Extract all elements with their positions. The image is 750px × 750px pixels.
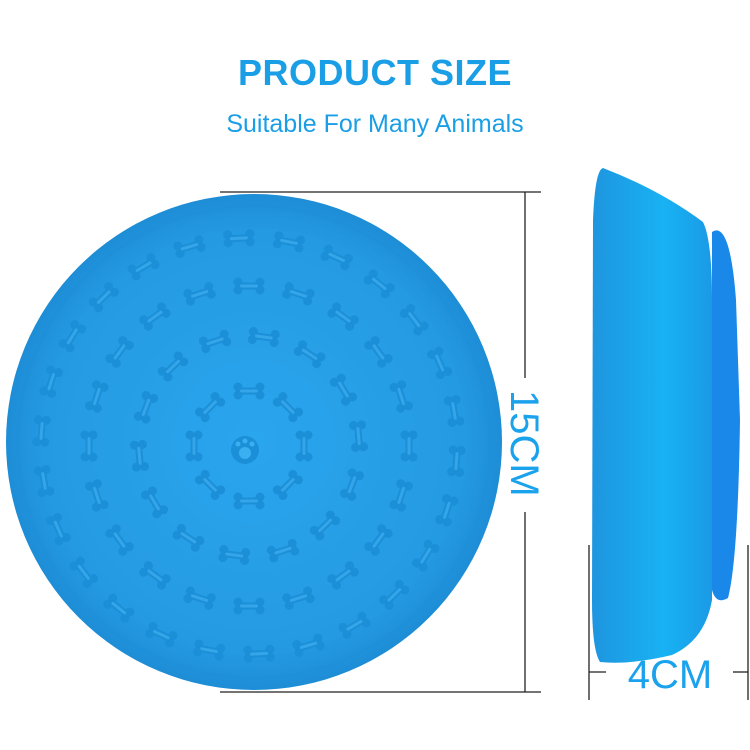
- bone-icon: [185, 430, 203, 462]
- bone-icon: [327, 302, 359, 331]
- bone-icon: [364, 524, 393, 556]
- bone-icon: [133, 391, 159, 424]
- paw-icon: [231, 436, 259, 464]
- bone-icon: [233, 492, 265, 510]
- bone-icon: [58, 320, 87, 353]
- diameter-dimension: [220, 191, 541, 693]
- bone-icon: [129, 440, 149, 472]
- bone-icon: [339, 468, 365, 501]
- bone-icon: [435, 494, 459, 527]
- lick-mat-rim: [16, 204, 492, 680]
- bone-icon: [192, 639, 226, 661]
- bone-icon: [320, 244, 353, 271]
- bone-icon: [145, 621, 178, 648]
- bone-icon: [447, 445, 466, 477]
- bone-icon: [427, 346, 453, 380]
- bone-icon: [157, 351, 189, 382]
- bone-icon: [173, 235, 206, 259]
- bone-icon: [105, 336, 134, 368]
- bone-icon: [292, 633, 325, 657]
- bone-icon: [33, 465, 55, 498]
- bone-icon: [223, 229, 255, 248]
- bone-icon: [103, 593, 135, 623]
- bone-icon: [88, 282, 119, 313]
- bone-icon: [32, 415, 51, 447]
- bone-icon: [218, 545, 251, 565]
- bone-icon: [139, 561, 171, 590]
- bone-icon: [243, 644, 275, 663]
- depth-dimension: [588, 545, 749, 700]
- bone-icon: [327, 561, 359, 590]
- bone-icon: [272, 231, 306, 253]
- bone-icon: [195, 392, 226, 423]
- bone-icon: [183, 586, 216, 610]
- bone-icon: [389, 380, 413, 413]
- bone-icon: [233, 382, 265, 400]
- bone-icon: [282, 586, 315, 610]
- bone-icon: [282, 282, 315, 306]
- bone-icon: [198, 329, 232, 354]
- bone-icon: [105, 524, 134, 556]
- lick-mat-side-view: [592, 168, 740, 663]
- bone-icon: [272, 392, 303, 423]
- bone-icon: [364, 336, 393, 368]
- bone-icon: [411, 539, 440, 572]
- bone-icon: [443, 394, 465, 427]
- bone-icon: [247, 327, 280, 347]
- bone-icon: [399, 304, 429, 336]
- bone-icon: [295, 430, 313, 462]
- bone-icon: [139, 302, 171, 331]
- page-title: PRODUCT SIZE: [237, 52, 512, 93]
- bone-icon: [338, 611, 371, 639]
- bone-icon: [233, 597, 265, 615]
- bone-icon: [309, 510, 341, 541]
- bone-icon: [363, 269, 395, 299]
- bone-icon: [69, 556, 99, 588]
- page-subtitle: Suitable For Many Animals: [226, 110, 524, 138]
- bone-icon: [293, 340, 326, 369]
- bone-icon: [389, 479, 413, 512]
- bone-icon: [195, 469, 226, 500]
- diameter-label: 15CM: [502, 390, 546, 497]
- bone-icon: [266, 538, 300, 563]
- bone-icon: [379, 579, 410, 610]
- bone-pattern: [32, 229, 466, 663]
- bone-icon: [127, 253, 160, 281]
- bone-icon: [85, 380, 109, 413]
- bone-icon: [400, 430, 418, 462]
- bone-icon: [80, 430, 98, 462]
- bone-icon: [272, 469, 303, 500]
- bone-icon: [85, 479, 109, 512]
- bone-icon: [183, 282, 216, 306]
- bone-icon: [349, 420, 369, 452]
- bone-icon: [329, 373, 358, 406]
- bone-icon: [45, 512, 71, 546]
- depth-label: 4CM: [628, 653, 712, 697]
- bone-icon: [172, 523, 205, 552]
- bone-icon: [39, 365, 63, 398]
- bone-icon: [233, 277, 265, 295]
- bone-icon: [140, 486, 169, 519]
